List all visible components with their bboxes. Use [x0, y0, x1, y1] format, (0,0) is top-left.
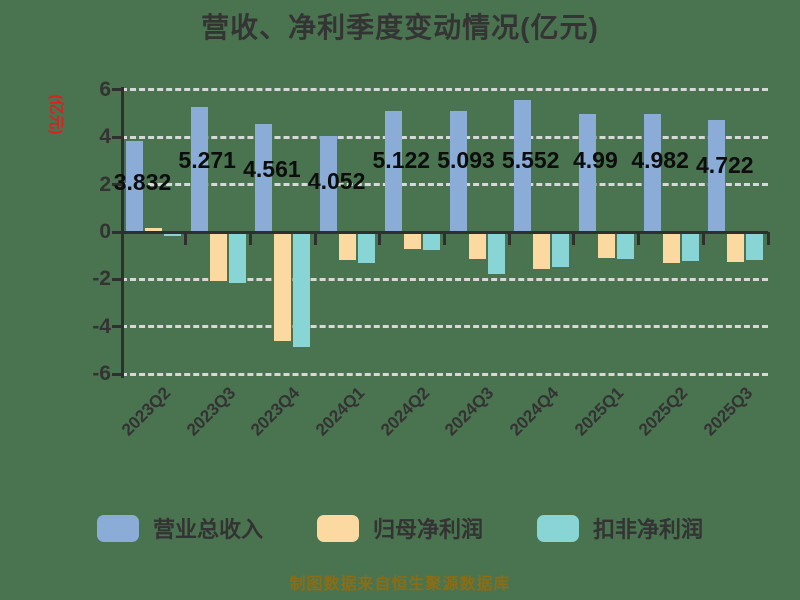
y-tick-mark--6: [112, 372, 121, 376]
net_profit-bar-2024Q1: [339, 233, 357, 261]
value-label-2025Q2: 4.982: [631, 147, 689, 173]
revenue-bar-2023Q2: [126, 141, 143, 232]
net_profit-bar-2025Q2: [662, 233, 680, 264]
x-axis-label-2023Q2: 2023Q2: [117, 383, 175, 440]
y-tick-label-4: 4: [99, 125, 111, 149]
x-axis-label-2023Q4: 2023Q4: [247, 383, 304, 440]
revenue-bar-2024Q1: [320, 135, 338, 232]
gridline-4: [121, 135, 768, 139]
gridline-2: [121, 183, 768, 187]
net_profit-bar-2024Q3: [468, 233, 486, 259]
value-label-2023Q4: 4.561: [243, 155, 301, 182]
x-axis-label-2025Q1: 2025Q1: [570, 383, 627, 440]
revenue-legend-label: 营业总收入: [152, 517, 263, 542]
net_profit-bar-2024Q2: [403, 233, 421, 249]
x-axis-label-2025Q3: 2025Q3: [700, 383, 757, 440]
y-tick-label--6: -6: [92, 362, 111, 386]
non_gaap-bar-2024Q1: [358, 233, 376, 264]
net_profit-bar-2023Q3: [209, 233, 227, 281]
revenue-bar-2024Q2: [384, 110, 402, 232]
x-tick-mark-5: [443, 232, 446, 245]
revenue-bar-2024Q3: [449, 111, 467, 232]
revenue-bar-2023Q3: [190, 107, 208, 232]
non_gaap-bar-2025Q2: [681, 233, 699, 261]
net-profit-legend-label: 归母净利润: [372, 517, 483, 542]
net_profit-bar-2025Q3: [727, 233, 745, 262]
legend: 营业总收入 归母净利润 扣非净利润: [0, 512, 800, 544]
y-tick-label-6: 6: [99, 77, 111, 101]
legend-item-net-profit: 归母净利润: [316, 512, 483, 544]
legend-item-revenue: 营业总收入: [96, 512, 263, 544]
x-tick-mark-4: [378, 232, 382, 245]
non_gaap-bar-2025Q3: [746, 233, 764, 261]
data-source-note: 制图数据来自恒生聚源数据库: [289, 576, 511, 593]
value-label-2025Q3: 4.722: [696, 152, 754, 179]
x-axis-label-2024Q1: 2024Q1: [311, 383, 369, 440]
y-tick-mark-0: [112, 230, 121, 234]
x-tick-mark-8: [637, 232, 641, 245]
x-tick-mark-7: [572, 232, 576, 245]
value-label-2023Q2: 3.832: [113, 169, 172, 195]
value-label-2023Q3: 5.271: [178, 147, 236, 173]
non_gaap-bar-2023Q2: [164, 233, 181, 236]
non-gaap-legend-label: 扣非净利润: [593, 517, 704, 542]
x-axis-label-2025Q2: 2025Q2: [635, 383, 692, 440]
value-label-2024Q2: 5.122: [372, 147, 431, 173]
value-label-2024Q1: 4.052: [307, 167, 366, 194]
gridline--6: [121, 372, 768, 376]
non_gaap-bar-2024Q3: [487, 233, 505, 274]
revenue-legend-swatch: [96, 514, 139, 542]
non_gaap-bar-2025Q1: [616, 233, 634, 260]
revenue-bar-2025Q2: [643, 113, 661, 232]
non-gaap-legend-swatch: [537, 514, 579, 542]
y-tick-mark--4: [112, 325, 121, 329]
net_profit-bar-2023Q4: [274, 233, 292, 342]
non_gaap-bar-2023Q3: [228, 233, 246, 283]
non_gaap-bar-2024Q2: [422, 233, 440, 250]
y-tick-mark-2: [112, 183, 121, 187]
value-label-2024Q3: 5.093: [437, 147, 495, 173]
x-axis-label-2024Q3: 2024Q3: [441, 383, 498, 440]
gridline--2: [121, 277, 768, 281]
x-tick-mark-6: [507, 232, 511, 245]
x-tick-mark-3: [313, 232, 317, 245]
y-tick-label-0: 0: [99, 220, 111, 243]
y-tick-mark--2: [112, 277, 121, 281]
value-label-2025Q1: 4.99: [573, 147, 618, 173]
x-tick-mark-2: [248, 232, 252, 245]
revenue-bar-2023Q4: [255, 123, 273, 232]
revenue-bar-2025Q3: [708, 120, 726, 232]
net_profit-bar-2024Q4: [533, 233, 551, 269]
non_gaap-bar-2023Q4: [293, 233, 311, 348]
y-tick-label--4: -4: [92, 314, 111, 338]
x-tick-mark-1: [184, 232, 188, 245]
gridline--4: [121, 325, 768, 329]
net-profit-legend-swatch: [316, 514, 359, 542]
x-tick-mark-9: [701, 232, 705, 245]
chart-title: 营收、净利季度变动情况(亿元): [201, 12, 599, 43]
x-axis-label-2023Q3: 2023Q3: [182, 383, 239, 440]
x-tick-mark-10: [766, 232, 770, 245]
revenue-bar-2024Q4: [514, 100, 532, 232]
revenue-bar-2025Q1: [578, 113, 596, 232]
y-tick-label-2: 2: [99, 172, 111, 196]
value-label-2024Q4: 5.552: [501, 147, 560, 173]
non_gaap-bar-2024Q4: [552, 233, 570, 268]
y-tick-label--2: -2: [92, 267, 111, 291]
net_profit-bar-2023Q2: [145, 228, 162, 232]
y-tick-mark-6: [112, 88, 121, 92]
x-axis-label-2024Q4: 2024Q4: [506, 383, 563, 440]
y-tick-mark-4: [112, 135, 121, 139]
legend-item-non-gaap: 扣非净利润: [537, 512, 703, 544]
x-axis-label-2024Q2: 2024Q2: [376, 383, 433, 440]
net_profit-bar-2025Q1: [597, 233, 615, 258]
gridline-6: [121, 88, 768, 92]
y-axis-spine: [121, 87, 124, 379]
